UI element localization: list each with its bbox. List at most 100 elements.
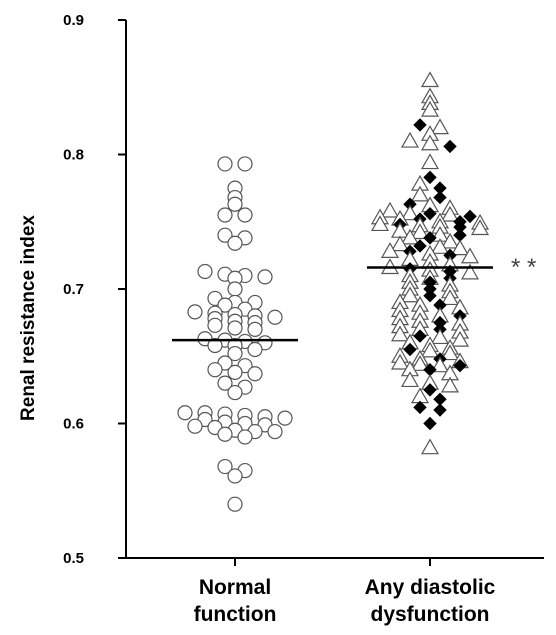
open-circle-point (247, 341, 263, 358)
x-category-label: function (194, 603, 277, 626)
open-triangle-point (410, 223, 430, 240)
open-circle-point (217, 227, 233, 243)
open-triangle-point (420, 71, 440, 88)
mean-lines (172, 266, 493, 342)
open-triangle-point (430, 238, 450, 254)
filled-diamond-point (463, 209, 477, 224)
open-circle-point (227, 364, 243, 380)
open-triangle-point (450, 330, 470, 347)
open-circle-point (227, 345, 243, 362)
open-triangle-point (400, 286, 420, 303)
open-circle-point (207, 317, 223, 333)
x-category-label: Any diastolic (365, 576, 496, 599)
open-triangle-point (400, 204, 420, 221)
filled-diamond-point (403, 342, 417, 357)
open-triangle-point (380, 201, 400, 218)
open-triangle-point (420, 134, 440, 151)
open-circle-point (227, 384, 243, 401)
y-tick-label: 0.7 (63, 281, 84, 298)
filled-diamond-point (453, 358, 467, 373)
filled-diamond-point (423, 289, 437, 303)
open-circle-point (217, 426, 233, 442)
open-triangle-point (400, 371, 420, 388)
open-circle-point (237, 429, 253, 445)
filled-diamond-point (423, 170, 437, 185)
filled-diamond-point (413, 329, 427, 343)
open-triangle-point (410, 185, 430, 202)
open-triangle-point (440, 376, 460, 393)
open-triangle-point (470, 219, 490, 236)
open-triangle-point (430, 118, 450, 135)
open-circle-point (227, 496, 243, 512)
filled-diamond-point (423, 416, 437, 431)
open-circle-point (217, 458, 233, 475)
filled-diamond-point (453, 228, 467, 242)
category-labels: Normal function Any diastolic dysfunction (194, 576, 496, 626)
open-circle-point (267, 423, 283, 440)
open-circle-point (237, 207, 253, 223)
open-circle-point (257, 269, 273, 285)
open-circle-point (217, 207, 233, 223)
open-triangle-point (420, 153, 440, 170)
filled-diamond-point (423, 383, 437, 397)
open-circle-point (207, 362, 223, 378)
open-triangle-point (370, 215, 390, 232)
open-circle-point (267, 309, 283, 325)
filled-diamond-point (423, 231, 437, 245)
axes: 0.5 0.6 0.7 0.8 0.9 (63, 12, 544, 567)
open-triangle-point (420, 100, 440, 117)
open-triangle-point (390, 235, 410, 252)
open-circle-point (227, 281, 243, 297)
data-points (177, 71, 490, 512)
open-circle-point (227, 235, 243, 251)
open-circle-point (227, 468, 243, 484)
open-triangle-point (430, 328, 450, 345)
open-triangle-point (390, 325, 410, 342)
open-triangle-point (420, 341, 440, 358)
open-circle-point (237, 156, 253, 172)
open-circle-point (217, 156, 233, 172)
open-triangle-point (390, 353, 410, 370)
filled-diamond-point (413, 118, 427, 132)
filled-diamond-point (433, 190, 447, 205)
y-tick-label: 0.9 (63, 12, 84, 29)
open-circle-point (197, 263, 213, 280)
filled-diamond-point (413, 400, 427, 415)
open-triangle-point (400, 131, 420, 148)
y-axis-title: Renal resistance index (18, 215, 39, 421)
open-triangle-point (380, 242, 400, 258)
x-category-label: dysfunction (371, 603, 490, 626)
open-circle-point (187, 418, 203, 434)
filled-diamond-point (433, 403, 447, 417)
open-triangle-point (440, 232, 460, 249)
open-circle-point (207, 337, 223, 354)
x-category-label: Normal (199, 576, 271, 599)
open-circle-point (227, 196, 243, 212)
open-circle-point (247, 321, 263, 337)
y-tick-label: 0.8 (63, 147, 84, 164)
open-triangle-point (440, 289, 460, 306)
open-triangle-point (430, 356, 450, 373)
open-triangle-point (410, 355, 430, 371)
open-triangle-point (460, 247, 480, 264)
open-circle-point (247, 366, 263, 382)
open-circle-point (227, 320, 243, 336)
y-tick-label: 0.6 (63, 416, 84, 433)
open-triangle-point (440, 344, 460, 361)
open-triangle-point (450, 239, 470, 256)
y-tick-label: 0.5 (63, 550, 84, 567)
open-circle-point (217, 375, 233, 391)
open-triangle-point (440, 205, 460, 222)
filled-diamond-point (413, 239, 427, 253)
filled-diamond-point (423, 206, 437, 221)
open-triangle-point (460, 263, 480, 280)
open-circle-point (217, 297, 233, 313)
open-circle-point (177, 405, 193, 421)
filled-diamond-point (443, 139, 457, 154)
open-triangle-point (420, 438, 440, 455)
significance-label: * * (511, 254, 536, 281)
open-circle-point (187, 304, 203, 320)
open-circle-point (277, 410, 293, 426)
open-triangle-point (400, 228, 420, 245)
